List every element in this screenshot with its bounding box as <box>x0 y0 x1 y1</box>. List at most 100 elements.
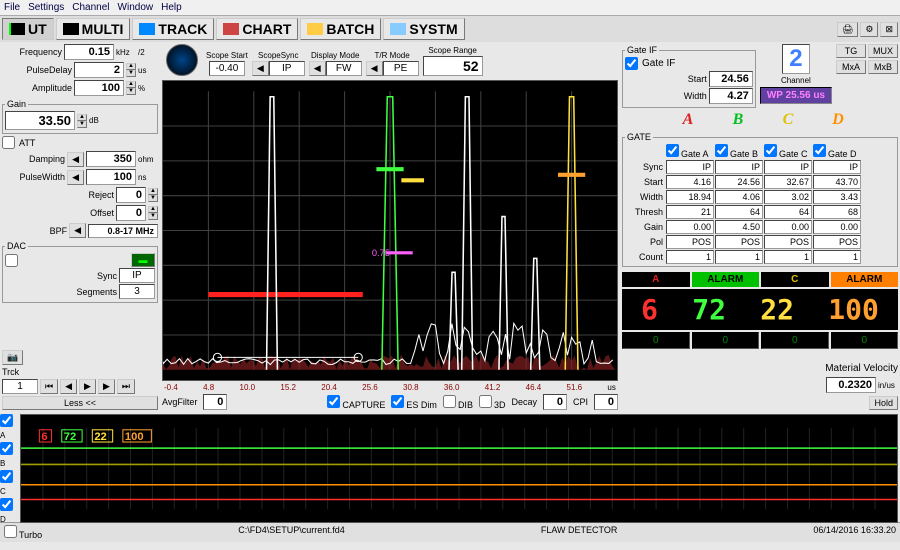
gate-cell[interactable]: 21 <box>666 205 714 219</box>
alarm-indicator: C <box>761 272 829 287</box>
gate-cell[interactable]: 4.06 <box>715 190 763 204</box>
dac-legend: DAC <box>5 241 28 251</box>
reject-input[interactable]: 0 <box>116 187 146 203</box>
gate-cell[interactable]: 64 <box>715 205 763 219</box>
gate-cell[interactable]: 43.70 <box>813 175 861 189</box>
gate-cell[interactable]: 1 <box>764 250 812 264</box>
att-checkbox[interactable] <box>2 136 15 149</box>
damping-prev[interactable]: ◀ <box>67 152 84 167</box>
gate-cell[interactable]: 32.67 <box>764 175 812 189</box>
play-first[interactable]: ⏮ <box>40 379 58 394</box>
dac-toggle[interactable]: ▬ <box>131 253 155 267</box>
spin-down[interactable]: ▼ <box>126 70 136 77</box>
exit-button[interactable]: ⊠ <box>880 22 898 37</box>
strip-chart[interactable]: 67222100 <box>20 414 898 523</box>
menu-channel[interactable]: Channel <box>72 2 109 13</box>
damping-input[interactable]: 350 <box>86 151 136 167</box>
dac-segments-input[interactable]: 3 <box>119 284 155 299</box>
pulsewidth-input[interactable]: 100 <box>86 169 136 185</box>
gate-cell[interactable]: 1 <box>813 250 861 264</box>
turbo-checkbox[interactable] <box>4 525 17 538</box>
gate-cell[interactable]: 1 <box>666 250 714 264</box>
alarm-indicator: A <box>622 272 690 287</box>
play[interactable]: ▶ <box>79 379 96 394</box>
dac-sync-select[interactable]: IP <box>119 268 155 283</box>
gate-cell[interactable]: IP <box>813 160 861 174</box>
gate-cell[interactable]: 64 <box>764 205 812 219</box>
gate-cell[interactable]: POS <box>813 235 861 249</box>
menu-window[interactable]: Window <box>118 2 154 13</box>
frequency-input[interactable]: 0.15 <box>64 44 114 60</box>
gate-cell[interactable]: POS <box>715 235 763 249</box>
dib-checkbox <box>443 395 456 408</box>
gate-cell[interactable]: 3.02 <box>764 190 812 204</box>
gateif-start[interactable]: 24.56 <box>709 71 753 87</box>
scopesync-select[interactable]: IP <box>269 61 305 76</box>
gate-cell[interactable]: 4.50 <box>715 220 763 234</box>
play-next[interactable]: ▶ <box>98 379 115 394</box>
avgfilter-input[interactable]: 0 <box>203 394 227 410</box>
tab-systm[interactable]: SYSTM <box>383 18 464 40</box>
gate-cell[interactable]: 0.00 <box>764 220 812 234</box>
camera-button[interactable]: 📷 <box>2 350 23 365</box>
mxb-button[interactable]: MxB <box>868 60 898 74</box>
less-button[interactable]: Less << <box>2 396 158 410</box>
menu-help[interactable]: Help <box>161 2 182 13</box>
tab-ut[interactable]: UT <box>2 18 54 40</box>
mux-button[interactable]: MUX <box>868 44 898 58</box>
hold-button[interactable]: Hold <box>869 396 898 410</box>
tab-chart[interactable]: CHART <box>216 18 298 40</box>
spin-up[interactable]: ▲ <box>126 63 136 70</box>
play-prev[interactable]: ◀ <box>60 379 77 394</box>
small-readout: 0000 <box>622 332 898 349</box>
matvel-input[interactable]: 0.2320 <box>826 377 876 393</box>
tool-button[interactable]: ⚙ <box>860 22 878 37</box>
menu-file[interactable]: File <box>4 2 20 13</box>
tab-multi[interactable]: MULTI <box>56 18 131 40</box>
gate-cell[interactable]: 0.00 <box>666 220 714 234</box>
play-last[interactable]: ⏭ <box>117 379 135 394</box>
print-button[interactable]: 🖨 <box>837 22 858 37</box>
folder-icon <box>307 23 323 35</box>
gate-cell[interactable]: 18.94 <box>666 190 714 204</box>
mxa-button[interactable]: MxA <box>836 60 866 74</box>
scope-dial[interactable] <box>166 44 198 76</box>
tab-track[interactable]: TRACK <box>132 18 214 40</box>
left-panel: Frequency0.15kHz/2 PulseDelay2▲▼us Ampli… <box>0 42 160 412</box>
displaymode-select[interactable]: FW <box>326 61 362 76</box>
gate-cell[interactable]: 0.00 <box>813 220 861 234</box>
strip-d-checkbox <box>0 498 13 511</box>
readout-value: 22 <box>760 293 794 326</box>
gate-cell[interactable]: 3.43 <box>813 190 861 204</box>
gate-cell[interactable]: IP <box>666 160 714 174</box>
chart-icon <box>223 23 239 35</box>
gate-cell[interactable]: 4.16 <box>666 175 714 189</box>
scopestart-input[interactable]: -0.40 <box>209 61 245 76</box>
cpi-input[interactable]: 0 <box>594 394 618 410</box>
gate-cell[interactable]: 1 <box>715 250 763 264</box>
amplitude-input[interactable]: 100 <box>74 80 124 96</box>
pulsedelay-input[interactable]: 2 <box>74 62 124 78</box>
gate-cell[interactable]: 24.56 <box>715 175 763 189</box>
gate-cell[interactable]: POS <box>666 235 714 249</box>
gate-cell[interactable]: IP <box>715 160 763 174</box>
offset-input[interactable]: 0 <box>116 205 146 221</box>
scoperange-input[interactable]: 52 <box>423 56 483 76</box>
pw-prev[interactable]: ◀ <box>67 170 84 185</box>
scope-display[interactable]: 0.75 <box>162 80 618 381</box>
trck-input[interactable]: 1 <box>2 379 38 394</box>
bpf-select[interactable]: 0.8-17 MHz <box>88 224 158 238</box>
gate-cell[interactable]: POS <box>764 235 812 249</box>
gate-cell[interactable]: IP <box>764 160 812 174</box>
trmode-select[interactable]: PE <box>383 61 419 76</box>
gate-cell[interactable]: 68 <box>813 205 861 219</box>
gain-input[interactable]: 33.50 <box>5 111 75 130</box>
gateif-width[interactable]: 4.27 <box>709 88 753 104</box>
dac-checkbox[interactable] <box>5 254 18 267</box>
tg-button[interactable]: TG <box>836 44 866 58</box>
decay-input[interactable]: 0 <box>543 394 567 410</box>
waveform-icon <box>9 23 25 35</box>
menu-settings[interactable]: Settings <box>28 2 64 13</box>
gateif-checkbox[interactable] <box>625 57 638 70</box>
tab-batch[interactable]: BATCH <box>300 18 381 40</box>
